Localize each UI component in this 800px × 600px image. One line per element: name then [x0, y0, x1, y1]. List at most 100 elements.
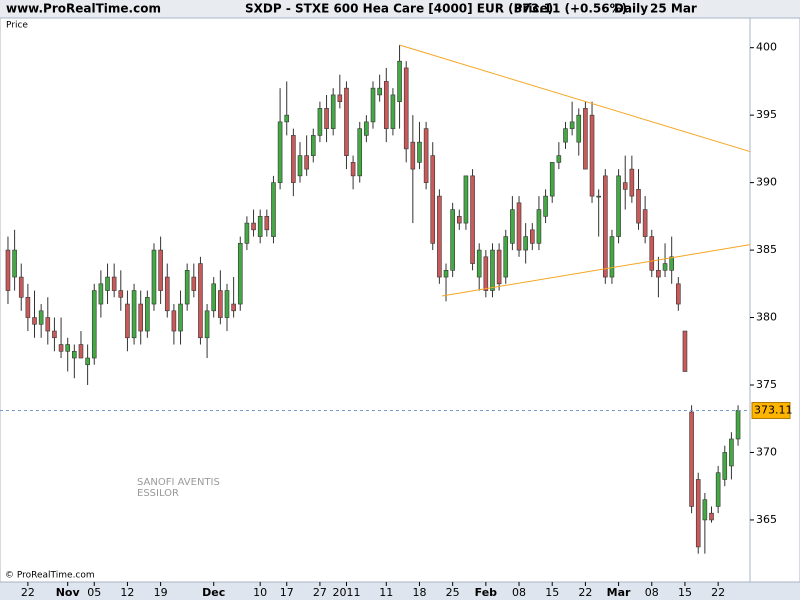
x-tick-label: 15	[678, 586, 692, 599]
candle-body	[291, 135, 296, 183]
y-tick-label: 365	[756, 513, 777, 526]
y-tick-label: 375	[756, 378, 777, 391]
candle-body	[503, 236, 509, 278]
candle-body	[317, 108, 323, 136]
last-price-box	[751, 402, 791, 420]
candle-body	[383, 81, 389, 129]
candle-body	[357, 128, 363, 177]
candle-body	[437, 195, 442, 278]
candle-body	[523, 236, 528, 251]
candle-body	[410, 141, 416, 170]
candle-body	[549, 162, 555, 197]
candle-body	[78, 344, 84, 359]
candle-body	[164, 276, 170, 312]
candle-body	[118, 290, 124, 298]
candle-body	[204, 310, 210, 339]
candle-body	[476, 249, 482, 278]
y-tick-label: 385	[756, 243, 777, 256]
candle-body	[463, 175, 469, 224]
y-tick-label: 400	[756, 41, 777, 54]
candle-body	[211, 283, 217, 312]
candle-body	[297, 155, 303, 177]
x-tick-label: 25	[446, 586, 460, 599]
candle-body	[191, 276, 197, 291]
candle-body	[483, 256, 489, 291]
candle-body	[563, 128, 568, 143]
candle-body	[556, 155, 562, 163]
candle-body	[417, 141, 422, 163]
candle-body	[111, 276, 117, 291]
y-tick-label: 380	[756, 311, 777, 324]
candle-body	[85, 357, 90, 366]
candle-body	[244, 222, 250, 244]
candle-body	[304, 155, 309, 170]
candle-body	[58, 344, 64, 352]
candle-body	[470, 175, 475, 264]
candle-body	[38, 310, 44, 325]
candle-body	[324, 108, 329, 129]
x-tick-label: 10	[253, 586, 267, 599]
candle-body	[702, 499, 708, 521]
candle-body	[583, 108, 588, 170]
candle-body	[45, 317, 51, 332]
quote: 373.11 (+0.56%)	[514, 2, 627, 16]
x-tick-label: 15	[545, 586, 559, 599]
candle-body	[72, 350, 77, 359]
x-tick-label: 08	[645, 586, 659, 599]
last-price-label: 373.11	[754, 404, 793, 417]
candle-body	[609, 236, 615, 278]
candle-body	[669, 256, 674, 271]
candle-body	[158, 249, 163, 291]
candle-body	[231, 303, 236, 312]
candle-body	[18, 276, 24, 298]
candle-body	[576, 114, 582, 143]
candle-body	[178, 303, 183, 332]
x-tick-label: Mar	[607, 586, 631, 599]
candle-body	[138, 303, 143, 332]
candle-body	[364, 121, 369, 136]
candle-body	[105, 276, 110, 291]
candle-body	[310, 135, 316, 156]
candle-body	[344, 87, 349, 156]
candle-body	[251, 222, 256, 231]
x-tick-label: 12	[120, 586, 134, 599]
candle-body	[616, 175, 621, 237]
period: Daily	[614, 2, 648, 16]
candle-body	[98, 283, 104, 305]
candle-body	[636, 189, 641, 224]
y-axis-area	[749, 17, 800, 583]
x-tick-label: 2011	[332, 586, 360, 599]
x-tick-label: 05	[87, 586, 101, 599]
x-tick-label: 17	[280, 586, 294, 599]
candle-body	[377, 87, 382, 96]
candle-body	[151, 249, 157, 305]
x-tick-label: Dec	[202, 586, 225, 599]
plot-area	[0, 17, 751, 583]
candle-body	[224, 290, 230, 318]
x-tick-label: 27	[313, 586, 327, 599]
candle-body	[198, 263, 203, 339]
candle-body	[237, 243, 243, 305]
x-tick-label: Feb	[475, 586, 498, 599]
candle-body	[131, 290, 137, 339]
panel-label: Price	[6, 21, 28, 31]
candle-body	[52, 330, 57, 339]
candle-body	[735, 410, 741, 440]
candle-body	[516, 202, 522, 251]
candle-body	[603, 175, 608, 278]
candle-body	[490, 249, 495, 291]
y-tick-label: 395	[756, 108, 777, 121]
candle-body	[218, 290, 223, 318]
candle-body	[171, 310, 177, 332]
candle-body	[450, 209, 455, 271]
x-tick-label: 11	[379, 586, 393, 599]
x-tick-label: Nov	[56, 586, 81, 599]
candle-body	[496, 249, 502, 285]
x-tick-label: 22	[711, 586, 725, 599]
y-tick-label: 370	[756, 445, 777, 458]
x-tick-label: 08	[512, 586, 526, 599]
candle-body	[715, 472, 721, 507]
candle-body	[510, 209, 515, 244]
candle-body	[423, 128, 429, 183]
